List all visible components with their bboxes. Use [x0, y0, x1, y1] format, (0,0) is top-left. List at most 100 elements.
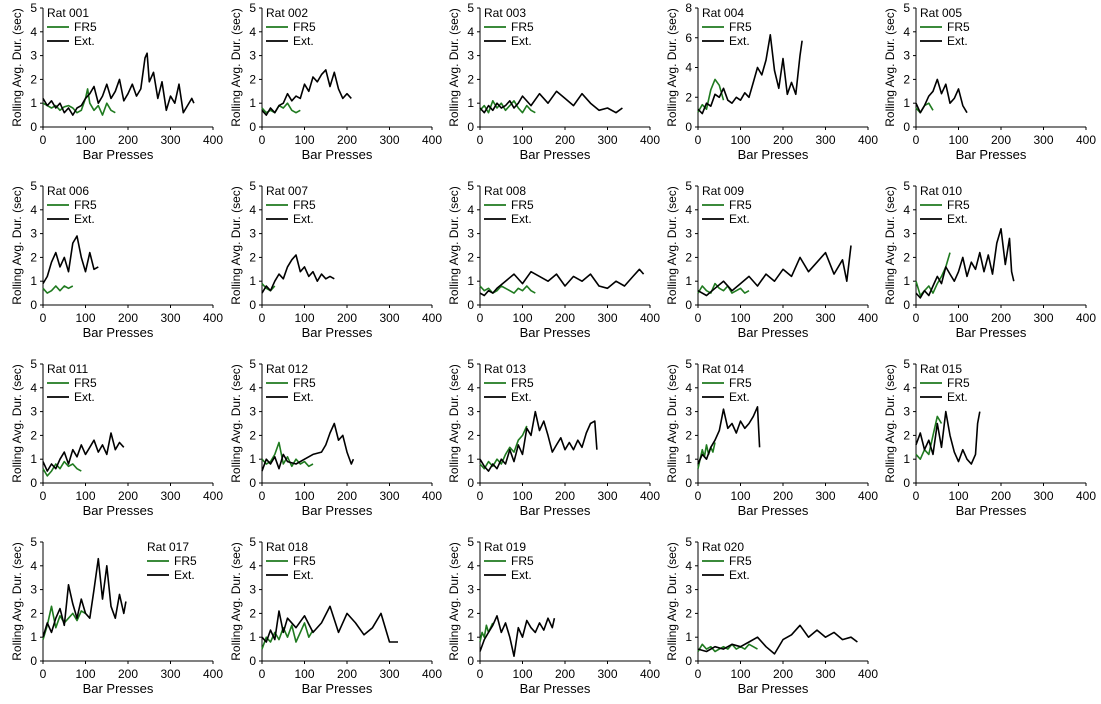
legend-label: FR5: [947, 198, 970, 212]
x-tick-label: 400: [203, 667, 223, 681]
x-tick-label: 100: [730, 133, 750, 147]
x-tick-label: 0: [695, 311, 702, 325]
series-line-fr5: [261, 622, 314, 650]
series-line-ext: [915, 410, 981, 465]
x-tick-label: 300: [379, 489, 399, 503]
chart-svg: 0 1 2 3 4 5 0 100 200 300 400 Bar Presses Rolling Av…: [883, 357, 1096, 518]
x-tick-label: 0: [477, 489, 484, 503]
y-tick-label: 5: [685, 179, 692, 193]
x-tick-label: 300: [379, 311, 399, 325]
x-tick-label: 400: [858, 489, 878, 503]
chart-svg: 0 1 2 3 4 5 0 100 200 300 400 Bar Presses Rolling Av…: [10, 357, 223, 518]
x-tick-label: 300: [1033, 133, 1053, 147]
chart-title: Rat 014: [702, 362, 744, 376]
series-line-ext: [42, 235, 99, 285]
y-axis-label: Rolling Avg. Dur. (sec): [883, 8, 897, 127]
y-tick-label: 3: [685, 227, 692, 241]
y-tick-label: 4: [685, 381, 692, 395]
y-tick-label: 3: [467, 49, 474, 63]
x-tick-label: 100: [75, 311, 95, 325]
series-line-fr5: [261, 441, 314, 468]
chart-panel: 0 1 2 3 4 5 0 100 200 300 400 Bar Presses Rolling Av…: [219, 178, 442, 348]
y-tick-label: 2: [30, 72, 37, 86]
x-tick-label: 400: [422, 133, 442, 147]
chart-svg: 0 1 2 3 4 5 0 100 200 300 400 Bar Presses Rolling Av…: [229, 357, 442, 518]
series-line-fr5: [697, 643, 758, 653]
y-tick-label: 4: [467, 25, 474, 39]
series-line-ext: [261, 605, 398, 643]
x-tick-label: 300: [815, 489, 835, 503]
y-axis-label: Rolling Avg. Dur. (sec): [665, 8, 679, 127]
y-tick-label: 4: [467, 381, 474, 395]
y-tick-label: 3: [249, 405, 256, 419]
x-tick-label: 0: [695, 133, 702, 147]
x-axis-label: Bar Presses: [83, 503, 154, 518]
y-tick-label: 4: [30, 25, 37, 39]
chart-panel: 0 1 2 3 4 5 0 100 200 300 400 Bar Presses Rolling Av…: [219, 0, 442, 170]
x-tick-label: 200: [991, 133, 1011, 147]
chart-title: Rat 013: [484, 362, 526, 376]
legend-label: FR5: [293, 554, 316, 568]
y-tick-label: 0: [685, 298, 692, 312]
y-tick-label: 2: [685, 90, 692, 104]
y-tick-label: 1: [685, 274, 692, 288]
x-tick-label: 0: [695, 667, 702, 681]
y-axis-label: Rolling Avg. Dur. (sec): [447, 186, 461, 305]
chart-svg: 0 1 2 3 4 5 0 100 200 300 400 Bar Presses Rolling Av…: [229, 1, 442, 162]
x-tick-label: 300: [597, 133, 617, 147]
chart-svg: 0 1 2 3 4 5 0 100 200 300 400 Bar Presses Rolling Av…: [229, 179, 442, 340]
y-tick-label: 2: [903, 428, 910, 442]
x-tick-label: 400: [640, 311, 660, 325]
x-axis-label: Bar Presses: [956, 503, 1027, 518]
x-tick-label: 100: [512, 311, 532, 325]
legend-label: Ext.: [729, 34, 750, 48]
y-tick-label: 4: [467, 559, 474, 573]
legend-label: Ext.: [511, 34, 532, 48]
series-line-ext: [479, 90, 623, 114]
legend-label: Ext.: [947, 390, 968, 404]
x-axis-label: Bar Presses: [738, 503, 809, 518]
y-tick-label: 5: [467, 535, 474, 549]
x-axis-label: Bar Presses: [738, 681, 809, 696]
legend-label: FR5: [511, 198, 534, 212]
y-tick-label: 2: [30, 606, 37, 620]
series-line-ext: [479, 615, 556, 657]
y-tick-label: 3: [249, 583, 256, 597]
chart-title: Rat 009: [702, 184, 744, 198]
series-line-ext: [42, 557, 127, 638]
chart-title: Rat 006: [47, 184, 89, 198]
y-tick-label: 2: [467, 606, 474, 620]
x-axis-label: Bar Presses: [520, 503, 591, 518]
chart-panel: 0 1 2 3 4 5 0 100 200 300 400 Bar Presses Rolling Av…: [873, 356, 1096, 526]
x-tick-label: 200: [337, 133, 357, 147]
y-tick-label: 5: [30, 1, 37, 15]
series-line-fr5: [915, 252, 951, 297]
series-line-ext: [915, 227, 1015, 299]
x-tick-label: 400: [1076, 133, 1096, 147]
chart-panel: 0 1 2 3 4 5 0 100 200 300 400 Bar Presses Rolling Av…: [655, 178, 878, 348]
x-tick-label: 100: [948, 133, 968, 147]
x-tick-label: 100: [512, 489, 532, 503]
x-tick-label: 400: [422, 667, 442, 681]
y-axis-label: Rolling Avg. Dur. (sec): [665, 542, 679, 661]
x-tick-label: 200: [991, 489, 1011, 503]
chart-title: Rat 018: [266, 540, 308, 554]
x-tick-label: 100: [294, 489, 314, 503]
y-tick-label: 0: [467, 298, 474, 312]
y-tick-label: 2: [249, 250, 256, 264]
x-tick-label: 300: [1033, 311, 1053, 325]
legend-label: FR5: [293, 20, 316, 34]
y-tick-label: 5: [249, 357, 256, 371]
y-tick-label: 3: [903, 405, 910, 419]
chart-panel: 0 1 2 3 4 5 0 100 200 300 400 Bar Presses Rolling Av…: [655, 534, 878, 704]
legend-label: Ext.: [174, 568, 195, 582]
legend-label: FR5: [74, 376, 97, 390]
x-tick-label: 200: [773, 489, 793, 503]
y-tick-label: 5: [30, 357, 37, 371]
x-tick-label: 0: [477, 311, 484, 325]
x-tick-label: 200: [773, 667, 793, 681]
x-tick-label: 200: [991, 311, 1011, 325]
chart-svg: 0 1 2 3 4 5 0 100 200 300 400 Bar Presses Rolling Av…: [665, 179, 878, 340]
x-axis-label: Bar Presses: [956, 325, 1027, 340]
x-tick-label: 300: [379, 133, 399, 147]
